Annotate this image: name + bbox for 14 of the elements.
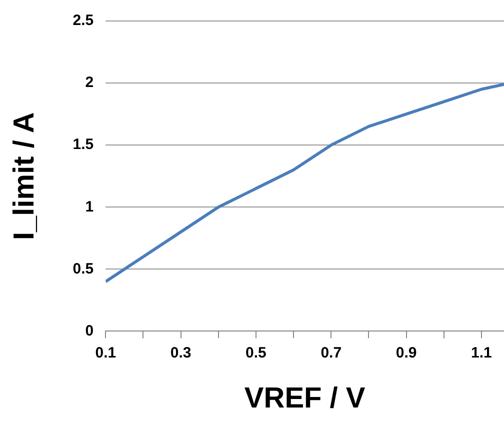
y-tick-label: 1 bbox=[85, 198, 94, 216]
x-axis-title: VREF / V bbox=[244, 382, 366, 415]
y-tick-label: 2.5 bbox=[72, 12, 94, 30]
x-tick-label: 1.1 bbox=[471, 344, 492, 362]
y-tick-label: 0.5 bbox=[72, 260, 94, 278]
y-tick-label: 2 bbox=[85, 74, 94, 92]
x-tick-label: 0.9 bbox=[396, 344, 417, 362]
x-tick-label: 0.7 bbox=[320, 344, 342, 362]
y-tick-label: 1.5 bbox=[72, 136, 94, 154]
x-tick-label: 0.5 bbox=[246, 344, 266, 362]
x-tick-label: 0.1 bbox=[95, 344, 116, 362]
y-axis-title: I_limit / A bbox=[8, 112, 40, 240]
x-tick-label: 0.3 bbox=[170, 344, 192, 362]
y-tick-label: 0 bbox=[85, 322, 94, 340]
